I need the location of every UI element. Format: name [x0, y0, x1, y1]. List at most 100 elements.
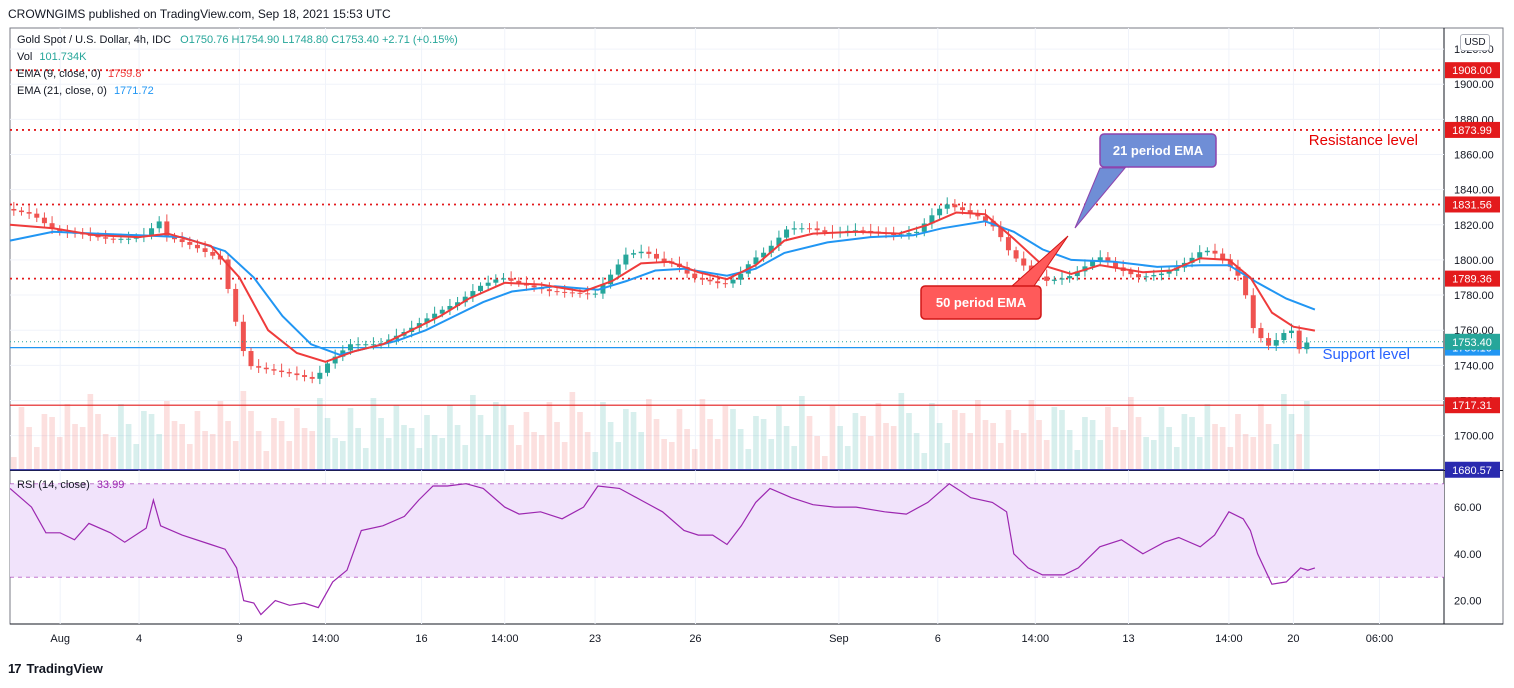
volume-bar [653, 419, 660, 469]
candle-body [1243, 275, 1249, 296]
candle-body [271, 369, 277, 371]
ema21-callout-box [1099, 133, 1217, 168]
volume-bar [1082, 417, 1088, 469]
volume-bar [531, 432, 537, 469]
resistance-label: Resistance level [1309, 132, 1418, 149]
legend-ema21-row: EMA (21, close, 0) 1771.72 [17, 85, 154, 97]
volume-bar [41, 414, 48, 469]
candle-body [1304, 342, 1310, 350]
volume-bar [906, 413, 912, 469]
candle-body [1090, 260, 1096, 267]
volume-bar [156, 434, 163, 469]
volume-bar [913, 433, 920, 469]
volume-value: 101.734K [39, 51, 87, 63]
volume-bar [837, 426, 843, 469]
volume-bar [1273, 444, 1280, 469]
volume-bar [745, 449, 752, 469]
candle-body [891, 233, 897, 236]
volume-bar [523, 412, 530, 469]
publisher-line: CROWNGIMS published on TradingView.com, … [8, 7, 391, 21]
volume-bar [1265, 424, 1272, 469]
candle-body [18, 210, 24, 213]
volume-bar [64, 404, 71, 469]
candle-body [210, 251, 216, 256]
volume-bar [1143, 437, 1149, 469]
volume-bar [378, 418, 384, 469]
currency-button[interactable]: USD [1460, 34, 1490, 51]
candle-body [707, 279, 713, 282]
volume-bar [561, 442, 568, 469]
footer-brand: 17 TradingView [8, 661, 103, 676]
volume-bar [1020, 433, 1027, 469]
candle-body [1189, 257, 1195, 263]
candle-body [1051, 279, 1057, 281]
candle-body [95, 235, 101, 238]
volume-bar [393, 405, 400, 469]
ohlc-values: O1750.76 H1754.90 L1748.80 C1753.40 +2.7… [180, 34, 458, 46]
candle-body [1273, 340, 1279, 346]
volume-bar [493, 402, 499, 469]
volume-bar [95, 414, 101, 469]
volume-bar [975, 400, 981, 469]
ema9-label: EMA (9, close, 0) [17, 68, 101, 80]
level-price-tag [1445, 62, 1500, 79]
volume-bar [255, 431, 262, 469]
volume-bar [240, 391, 247, 469]
candle-body [279, 370, 285, 373]
candle-body [462, 296, 468, 303]
volume-bar [194, 411, 201, 469]
candle-body [26, 212, 32, 214]
volume-bar [699, 399, 706, 469]
volume-bar [1204, 404, 1211, 469]
candle-body [1250, 295, 1256, 329]
candle-body [355, 344, 361, 346]
volume-bar [668, 442, 675, 469]
volume-bar [401, 425, 407, 469]
volume-bar [339, 441, 346, 469]
candle-body [1067, 276, 1073, 279]
volume-bar [447, 405, 453, 469]
last-price-tag [1445, 333, 1500, 350]
volume-bar [477, 415, 484, 469]
volume-bar [332, 438, 338, 469]
candle-body [325, 363, 331, 373]
volume-bar [1150, 440, 1157, 469]
volume-bar [829, 406, 836, 469]
volume-bar [286, 441, 293, 469]
candle-body [982, 216, 988, 221]
volume-bar [1189, 417, 1195, 469]
volume-bar [431, 435, 438, 469]
volume-bar [1036, 420, 1042, 469]
candle-body [1258, 328, 1264, 339]
volume-bar [1181, 414, 1188, 469]
candle-body [187, 242, 193, 245]
volume-bar [630, 412, 637, 469]
candle-body [1158, 273, 1164, 276]
volume-bar [1235, 414, 1241, 469]
volume-bar [1059, 410, 1065, 469]
volume-bar [1281, 394, 1287, 469]
candle-body [730, 279, 736, 284]
volume-bar [760, 419, 767, 469]
candle-body [661, 258, 667, 262]
volume-bar [1105, 407, 1111, 469]
candle-body [1227, 259, 1233, 267]
volume-bar [141, 411, 147, 469]
volume-bar [248, 411, 254, 469]
candle-body [110, 238, 116, 240]
volume-bar [554, 422, 560, 469]
volume-bar [691, 449, 698, 469]
candle-body [546, 289, 552, 292]
rsi-label: RSI (14, close) [17, 479, 90, 491]
volume-bar [133, 444, 140, 469]
candle-body [370, 344, 376, 346]
volume-bar [225, 421, 231, 469]
time-tick-label: 20 [1287, 633, 1299, 645]
price-tick-label: 1860.00 [1454, 150, 1494, 162]
volume-bar [684, 429, 690, 469]
volume-bar [217, 401, 224, 469]
volume-bar [294, 408, 300, 469]
level-price-tag [1445, 461, 1500, 478]
volume-bar [202, 431, 208, 469]
